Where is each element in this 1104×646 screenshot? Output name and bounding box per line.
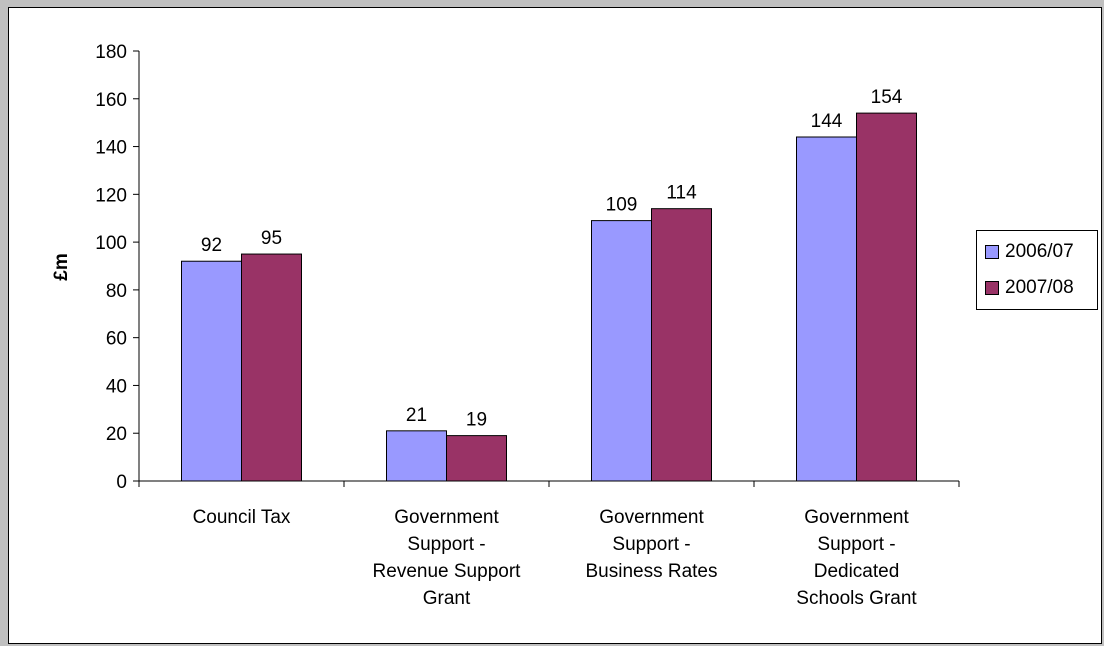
category-label: Government Support - Dedicated Schools Gran… bbox=[796, 507, 917, 609]
data-label-series-2: 95 bbox=[261, 228, 282, 249]
y-tick-label: 120 bbox=[95, 185, 127, 206]
bar-series-1 bbox=[591, 220, 652, 482]
category-label-line: Business Rates bbox=[585, 561, 717, 582]
y-tick-label: 160 bbox=[95, 90, 127, 111]
data-label-series-1: 21 bbox=[406, 405, 427, 426]
y-axis: 0 20 40 60 80 100 120 140 160 180 bbox=[95, 42, 140, 493]
chart-frame: £m 0 20 40 60 80 100 120 140 160 180 92 95 21 19 109 1… bbox=[8, 7, 1102, 644]
y-tick-label: 40 bbox=[106, 376, 127, 397]
y-tick-label: 140 bbox=[95, 138, 127, 159]
category-label-line: Government bbox=[599, 507, 704, 528]
legend-item-series-2: 2007/08 bbox=[985, 276, 1074, 300]
data-label-series-1: 92 bbox=[201, 235, 222, 256]
legend-label-series-1: 2006/07 bbox=[1005, 241, 1074, 262]
category-labels: Council Tax Government Support - Revenue Su… bbox=[193, 507, 918, 609]
x-axis bbox=[138, 480, 960, 487]
category-label: Government Support - Business Rates bbox=[585, 507, 717, 582]
y-tick-label: 20 bbox=[106, 424, 127, 445]
y-tick-label: 180 bbox=[95, 42, 127, 63]
data-label-series-2: 114 bbox=[666, 183, 697, 204]
data-label-series-1: 109 bbox=[606, 195, 638, 216]
y-axis-title: £m bbox=[51, 253, 72, 280]
bars bbox=[181, 112, 917, 482]
category-label-line: Support - bbox=[612, 534, 690, 555]
data-label-series-2: 154 bbox=[871, 87, 903, 108]
data-label-series-2: 19 bbox=[466, 410, 487, 431]
y-tick-label: 100 bbox=[95, 233, 127, 254]
category-label-line: Government bbox=[804, 507, 909, 528]
category-label-line: Grant bbox=[423, 588, 471, 609]
category-label-line: Revenue Support bbox=[373, 561, 522, 582]
bar-series-2 bbox=[856, 112, 917, 482]
category-label-line: Support - bbox=[407, 534, 485, 555]
legend-swatch-series-2 bbox=[985, 281, 999, 295]
bar-series-2 bbox=[446, 435, 507, 482]
bar-series-2 bbox=[651, 208, 712, 482]
category-label-line: Council Tax bbox=[193, 507, 291, 528]
legend: 2006/07 2007/08 bbox=[976, 230, 1098, 310]
data-label-series-1: 144 bbox=[811, 111, 843, 132]
y-tick-label: 60 bbox=[106, 329, 127, 350]
bar-series-1 bbox=[796, 136, 857, 482]
category-label-line: Schools Grant bbox=[796, 588, 917, 609]
category-label: Council Tax bbox=[193, 507, 291, 528]
bar-chart: £m 0 20 40 60 80 100 120 140 160 180 92 95 21 19 109 1… bbox=[51, 42, 960, 609]
legend-item-series-1: 2006/07 bbox=[985, 240, 1074, 264]
y-tick-label: 0 bbox=[116, 472, 127, 493]
bar-series-1 bbox=[386, 430, 447, 482]
legend-label-series-2: 2007/08 bbox=[1005, 277, 1074, 298]
category-label-line: Dedicated bbox=[814, 561, 900, 582]
bar-series-2 bbox=[241, 253, 302, 482]
category-label-line: Government bbox=[394, 507, 499, 528]
data-labels: 92 95 21 19 109 114 144 154 bbox=[201, 87, 903, 431]
category-label: Government Support - Revenue Support Grant bbox=[373, 507, 522, 609]
bar-series-1 bbox=[181, 260, 242, 482]
y-tick-label: 80 bbox=[106, 281, 127, 302]
category-label-line: Support - bbox=[817, 534, 895, 555]
legend-swatch-series-1 bbox=[985, 245, 999, 259]
